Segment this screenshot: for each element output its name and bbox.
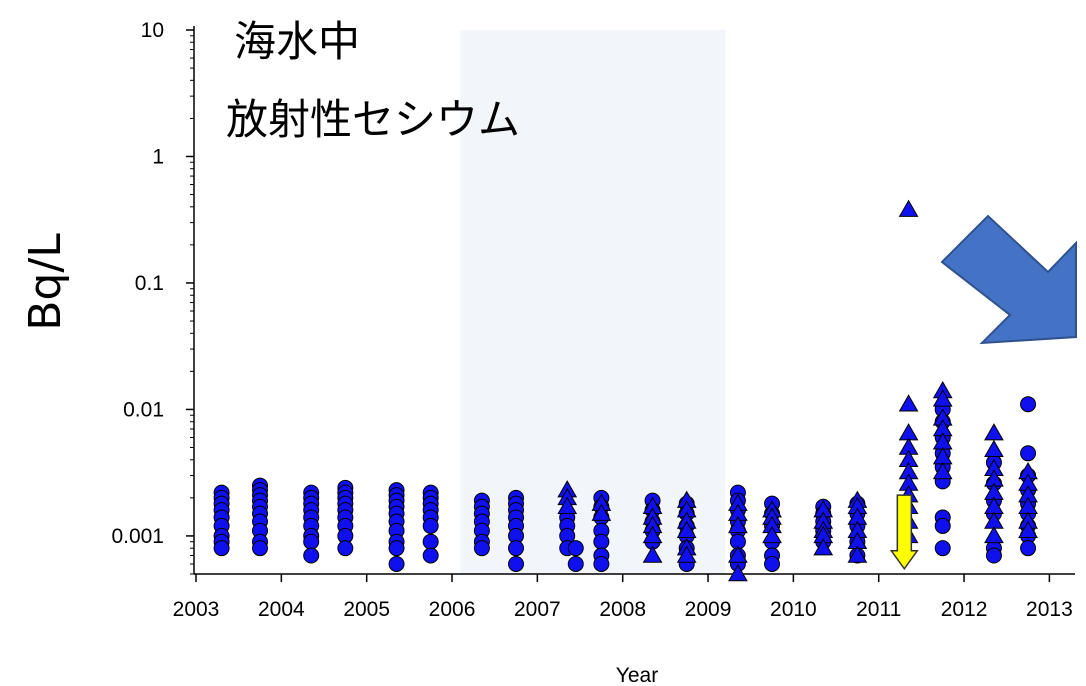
data-point-circle — [422, 547, 439, 564]
data-point-circle — [593, 533, 610, 550]
x-axis-label: Year — [616, 664, 658, 686]
data-point-circle — [567, 555, 584, 572]
data-point-triangle — [984, 525, 1004, 544]
data-point-circle — [303, 533, 320, 550]
data-point-triangle — [676, 520, 697, 538]
data-point-circle — [388, 540, 405, 557]
y-tick-label: 10 — [141, 19, 164, 42]
data-point-circle — [764, 555, 781, 572]
data-point-circle — [337, 540, 354, 557]
data-point-triangle — [813, 538, 834, 556]
data-point-circle — [1020, 445, 1037, 462]
data-point-triangle — [898, 394, 919, 412]
x-tick-label: 2009 — [685, 598, 732, 621]
x-tick-label: 2011 — [856, 598, 901, 621]
blue-trend-arrow — [940, 214, 1077, 345]
data-point-triangle — [728, 545, 748, 563]
data-point-circle — [213, 540, 230, 557]
data-points — [213, 199, 1038, 582]
data-point-triangle — [898, 199, 919, 217]
x-tick-label: 2005 — [343, 598, 390, 621]
data-point-circle — [508, 555, 525, 572]
data-point-triangle — [557, 496, 578, 515]
yellow-down-arrow — [889, 494, 919, 571]
data-point-triangle — [676, 545, 697, 563]
y-tick-label: 0.01 — [123, 398, 164, 421]
data-point-triangle — [762, 525, 782, 544]
data-point-circle — [1020, 540, 1037, 557]
x-tick-label: 2012 — [941, 598, 988, 621]
axes: 0.001 0.01 0.1 1 10 2003 2004 2005 2006 2007 2008 2… — [111, 19, 1075, 621]
x-tick-label: 2004 — [258, 598, 305, 621]
y-axis-label: Bq/L — [20, 233, 71, 331]
data-point-triangle — [642, 545, 663, 563]
data-point-triangle — [898, 423, 919, 441]
x-tick-label: 2010 — [770, 598, 817, 621]
data-point-triangle — [984, 423, 1004, 441]
chart-title-line-2: 放射性セシウム — [226, 95, 520, 144]
shaded-period — [460, 30, 726, 574]
x-tick-label: 2007 — [514, 598, 561, 621]
data-point-circle — [567, 540, 584, 557]
data-point-triangle — [728, 563, 748, 582]
data-point-triangle — [847, 545, 868, 563]
x-tick-label: 2008 — [599, 598, 646, 621]
x-tick-label: 2003 — [173, 598, 220, 621]
y-tick-label: 0.001 — [111, 525, 164, 548]
data-point-circle — [508, 540, 525, 557]
y-tick-label: 0.1 — [135, 272, 164, 295]
data-point-triangle — [984, 439, 1004, 458]
chart-title-line-1: 海水中 — [234, 17, 360, 66]
data-point-circle — [473, 540, 490, 557]
data-point-triangle — [932, 462, 953, 480]
data-point-triangle — [932, 389, 953, 407]
data-point-triangle — [728, 515, 748, 534]
data-point-circle — [593, 555, 610, 572]
data-point-triangle — [591, 503, 612, 521]
y-tick-label: 1 — [152, 145, 164, 168]
data-point-circle — [985, 547, 1002, 564]
data-point-circle — [1020, 396, 1037, 413]
data-point-triangle — [642, 525, 663, 544]
annotations — [889, 214, 1077, 571]
x-tick-label: 2006 — [429, 598, 476, 621]
data-point-circle — [422, 517, 439, 534]
data-point-triangle — [1018, 520, 1038, 538]
data-point-circle — [252, 540, 269, 557]
data-point-circle — [934, 517, 951, 534]
data-point-circle — [388, 555, 405, 572]
data-point-circle — [934, 540, 951, 557]
x-tick-label: 2013 — [1026, 598, 1073, 621]
data-point-circle — [422, 533, 439, 550]
data-point-circle — [303, 547, 320, 564]
